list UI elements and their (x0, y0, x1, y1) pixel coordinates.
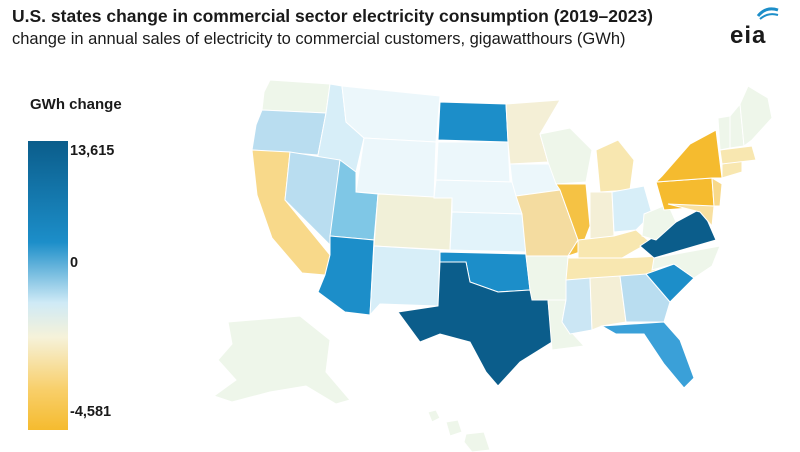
state-wi (539, 127, 593, 185)
logo-text: eia (730, 22, 767, 49)
state-nj (711, 177, 723, 207)
state-me (739, 85, 773, 147)
state-hi (427, 409, 491, 452)
state-al (589, 275, 627, 331)
state-fl (600, 321, 695, 389)
page-title: U.S. states change in commercial sector … (12, 6, 653, 26)
state-ma (719, 145, 757, 165)
legend-zero-label: 0 (70, 255, 79, 271)
eia-logo: eia (728, 6, 792, 52)
state-ak (212, 315, 351, 405)
state-wa (261, 79, 331, 114)
state-ms (561, 277, 593, 335)
state-il (555, 183, 591, 257)
state-nd (437, 101, 509, 143)
state-ks (449, 211, 527, 253)
state-tx (397, 261, 553, 387)
state-co (373, 193, 453, 251)
state-or (251, 109, 327, 156)
page-subtitle: change in annual sales of electricity to… (12, 30, 626, 48)
state-nc (651, 245, 721, 279)
legend-min-label: -4,581 (70, 404, 112, 420)
state-wy (355, 137, 437, 199)
state-sd (435, 141, 511, 183)
state-in (589, 191, 615, 241)
legend-color-bar (28, 141, 68, 430)
state-az (317, 235, 375, 316)
logo-swoosh-icon (756, 7, 779, 20)
legend-max-label: 13,615 (70, 143, 115, 159)
state-ny (654, 129, 723, 183)
state-vt (717, 115, 731, 151)
state-ga (619, 273, 671, 323)
state-ar (525, 255, 569, 301)
legend-title: GWh change (30, 96, 122, 113)
state-md (667, 203, 715, 228)
state-mi (595, 139, 635, 193)
state-nm (369, 245, 441, 317)
